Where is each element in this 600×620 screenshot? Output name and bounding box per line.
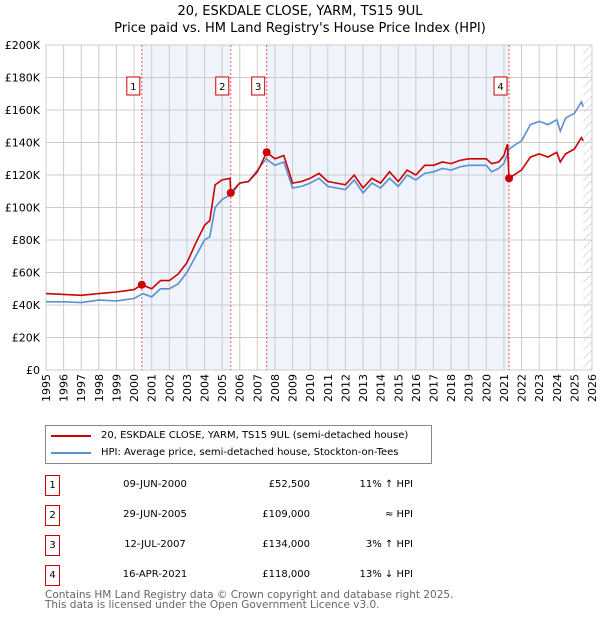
sale-label: 2 [219, 82, 225, 93]
transaction-date: 29-JUN-2005 [123, 509, 187, 520]
sale-point [226, 188, 235, 197]
x-tick-label: 2018 [445, 374, 458, 402]
sale-label-box [493, 76, 508, 96]
x-tick-label: 2021 [498, 374, 511, 402]
chart-title: 20, ESKDALE CLOSE, YARM, TS15 9UL [177, 4, 423, 19]
x-tick-label: 1995 [40, 374, 53, 402]
sale-point [262, 148, 271, 157]
legend-swatch-hpi [51, 451, 91, 454]
x-tick-label: 2010 [304, 374, 317, 402]
transaction-date: 12-JUL-2007 [124, 539, 186, 550]
y-tick-label: £160K [5, 104, 41, 117]
x-tick-label: 2022 [516, 374, 529, 402]
y-tick-label: £180K [5, 72, 41, 85]
x-tick-label: 2003 [181, 374, 194, 402]
x-tick-label: 2015 [392, 374, 405, 402]
x-tick-label: 2012 [339, 374, 352, 402]
sale-label: 1 [130, 82, 136, 93]
x-tick-label: 2007 [251, 374, 264, 402]
x-tick-label: 2019 [463, 374, 476, 402]
chart-subtitle: Price paid vs. HM Land Registry's House … [114, 21, 486, 36]
legend-swatch-price [51, 434, 91, 437]
transaction-row: 2 29-JUN-2005 £109,000 ≈ HPI [45, 505, 445, 526]
y-tick-label: £80K [12, 234, 41, 247]
x-tick-label: 1997 [75, 374, 88, 402]
price-paid-line [45, 136, 584, 297]
transaction-hpi: ≈ HPI [384, 509, 413, 520]
transaction-row: 4 16-APR-2021 £118,000 13% ↓ HPI [45, 565, 445, 586]
x-tick-label: 2008 [269, 374, 282, 402]
y-tick-label: £20K [12, 332, 41, 345]
transaction-number: 1 [45, 475, 60, 496]
transaction-number: 3 [45, 535, 60, 556]
x-tick-label: 2005 [216, 374, 229, 402]
transaction-price: £52,500 [268, 479, 310, 490]
y-tick-label: £0 [26, 364, 40, 377]
transaction-date: 16-APR-2021 [122, 569, 188, 580]
x-tick-label: 2006 [234, 374, 247, 402]
x-tick-label: 1996 [58, 374, 71, 402]
plot-border [45, 44, 593, 371]
footer: Contains HM Land Registry data © Crown c… [45, 589, 454, 611]
transaction-date: 09-JUN-2000 [123, 479, 187, 490]
y-tick-label: £60K [12, 267, 41, 280]
transaction-row: 1 09-JUN-2000 £52,500 11% ↑ HPI [45, 475, 445, 496]
x-tick-label: 2025 [568, 374, 581, 402]
x-tick-label: 2002 [163, 374, 176, 402]
legend-label-hpi: HPI: Average price, semi-detached house,… [101, 447, 399, 458]
transaction-number: 2 [45, 505, 60, 526]
transaction-price: £118,000 [262, 569, 310, 580]
sale-label: 4 [497, 82, 503, 93]
y-tick-label: £120K [5, 169, 41, 182]
y-tick-label: £100K [5, 202, 41, 215]
transaction-number: 4 [45, 565, 60, 586]
transaction-hpi: 11% ↑ HPI [359, 479, 413, 490]
x-tick-label: 1998 [93, 374, 106, 402]
x-tick-label: 2014 [375, 374, 388, 402]
x-tick-label: 2017 [427, 374, 440, 402]
y-tick-label: £140K [5, 137, 41, 150]
sale-label-box [126, 76, 141, 96]
plot-area: 1995 1996 1997 1998 1999 2000 2001 2002 2003 2004… [5, 39, 599, 402]
transaction-price: £109,000 [262, 509, 310, 520]
x-tick-label: 2020 [480, 374, 493, 402]
x-tick-label: 2004 [199, 374, 212, 402]
sale-point [505, 174, 514, 183]
y-tick-label: £40K [12, 299, 41, 312]
x-tick-label: 1999 [110, 374, 123, 402]
x-tick-label: 2026 [586, 374, 599, 402]
transaction-hpi: 3% ↑ HPI [365, 539, 413, 550]
legend: 20, ESKDALE CLOSE, YARM, TS15 9UL (semi-… [45, 425, 432, 464]
transaction-price: £134,000 [262, 539, 310, 550]
x-tick-label: 2024 [551, 374, 564, 402]
legend-label-price: 20, ESKDALE CLOSE, YARM, TS15 9UL (semi-… [101, 430, 409, 441]
x-tick-label: 2011 [322, 374, 335, 402]
footer-copyright: Contains HM Land Registry data © Crown c… [45, 589, 454, 601]
x-tick-label: 2013 [357, 374, 370, 402]
transaction-hpi: 13% ↓ HPI [359, 569, 413, 580]
x-tick-label: 2000 [128, 374, 141, 402]
y-tick-label: £200K [5, 39, 41, 52]
transaction-row: 3 12-JUL-2007 £134,000 3% ↑ HPI [45, 535, 445, 556]
hpi-line [46, 100, 584, 304]
x-tick-label: 2001 [146, 374, 159, 402]
sale-label-box [215, 76, 230, 96]
sale-label-box [251, 76, 266, 96]
footer-licence: This data is licensed under the Open Gov… [45, 599, 380, 611]
x-tick-label: 2009 [287, 374, 300, 402]
x-tick-label: 2016 [410, 374, 423, 402]
x-tick-label: 2023 [533, 374, 546, 402]
sale-point [137, 280, 146, 289]
sale-label: 3 [255, 82, 261, 93]
